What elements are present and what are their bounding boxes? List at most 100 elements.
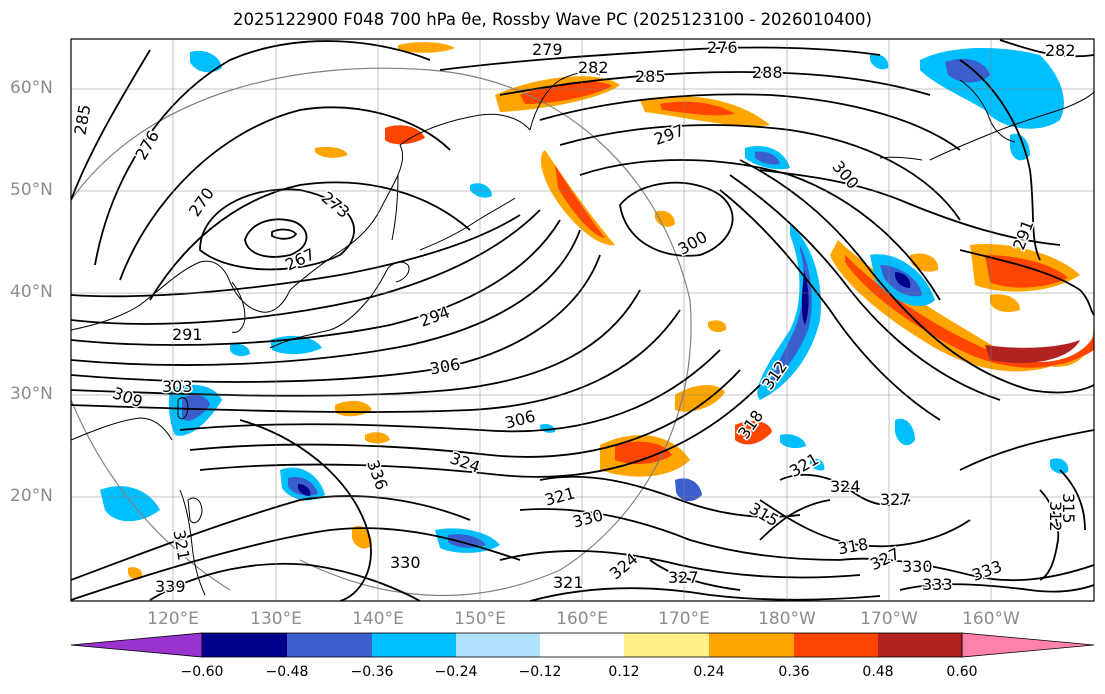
- contour-line: [439, 46, 881, 71]
- contour-line: [71, 229, 581, 366]
- shade-neg: [895, 418, 915, 446]
- shade-neg: [298, 484, 311, 496]
- shade-neg: [755, 151, 780, 165]
- shade-pos: [365, 432, 390, 444]
- shade-neg: [1050, 458, 1069, 474]
- lon-label: 170°E: [658, 609, 710, 629]
- lat-label: 60°N: [10, 78, 53, 98]
- colorbar-tick-label: 0.48: [862, 664, 894, 680]
- coastline-sakhalin: [391, 174, 399, 241]
- coastline-japan: [269, 267, 389, 349]
- contour-line: [271, 228, 298, 240]
- contour-line: [71, 209, 541, 325]
- contour-line: [959, 59, 1041, 261]
- coastline-china-south: [71, 417, 173, 441]
- contour-label: 288: [752, 63, 783, 82]
- colorbar-tick-label: 0.36: [778, 664, 810, 680]
- colorbar-extend-low: [70, 632, 203, 658]
- contour-line: [71, 254, 601, 383]
- shade-pos: [990, 294, 1020, 313]
- contour-line: [71, 219, 561, 346]
- lon-label: 160°E: [556, 609, 608, 629]
- colorbar-tick-label: −0.24: [434, 664, 478, 680]
- contour-label: 339: [155, 577, 186, 596]
- contour-line: [119, 106, 451, 281]
- shade-neg: [675, 478, 702, 502]
- contour-label: 330: [390, 553, 421, 572]
- lon-label: 140°E: [352, 609, 404, 629]
- lon-label: 180°W: [758, 609, 816, 629]
- coastline-alaska-west: [959, 79, 1016, 143]
- contour-label: 291: [172, 325, 203, 344]
- plot-frame: [70, 38, 1095, 602]
- lon-label: 150°E: [454, 609, 506, 629]
- reference-circle: [71, 67, 692, 596]
- contour-line: [729, 174, 1001, 401]
- shade-neg: [810, 458, 825, 471]
- contour-line: [529, 587, 881, 601]
- contour-line: [71, 289, 641, 397]
- coastline-alaska: [929, 91, 1094, 161]
- shade-pos: [352, 525, 372, 549]
- contour-line: [719, 189, 941, 421]
- shade-pos: [315, 146, 348, 158]
- contour-label: 327: [668, 568, 699, 587]
- contour-label: 312: [1046, 501, 1065, 532]
- shade-neg: [895, 272, 911, 288]
- shade-pos: [655, 210, 675, 227]
- colorbar-tick-label: −0.60: [180, 664, 224, 680]
- lon-label: 130°E: [250, 609, 302, 629]
- colorbar-swatch: [878, 633, 962, 657]
- shade-pos: [985, 255, 1068, 288]
- shade-neg: [190, 50, 222, 73]
- colorbar-swatch: [202, 633, 287, 657]
- lon-label: 160°W: [962, 609, 1020, 629]
- contour-line: [499, 71, 931, 96]
- colorbar-swatch: [372, 633, 456, 657]
- contour-label: 333: [922, 575, 953, 594]
- shade-neg: [780, 434, 806, 449]
- colorbar-tick-label: 0.12: [608, 664, 640, 680]
- contour-line: [199, 188, 355, 271]
- shade-pos: [398, 42, 455, 53]
- coastline-luzon: [187, 497, 203, 524]
- contour-line: [959, 429, 1094, 471]
- contour-line: [579, 159, 941, 301]
- colorbar-swatch: [709, 633, 794, 657]
- colorbar-swatch: [540, 633, 624, 657]
- contour-line: [539, 93, 961, 151]
- shade-neg: [182, 395, 210, 421]
- contour-labels: 279 276 282 288 285 282 285 276 297 270 …: [71, 39, 1080, 598]
- coastline-manchuria: [289, 144, 404, 291]
- contour-label: 324: [830, 477, 861, 496]
- contour-line: [244, 218, 308, 258]
- colorbar-frame: [201, 632, 963, 658]
- shade-pos: [735, 420, 772, 445]
- contour-line: [71, 49, 151, 201]
- contour-line: [199, 384, 761, 478]
- colorbar-tick-label: −0.12: [518, 664, 562, 680]
- contour-line: [559, 124, 961, 221]
- shade-pos: [675, 384, 725, 412]
- coastlines: [71, 71, 1094, 596]
- coastline-kurils: [419, 197, 516, 251]
- lat-label: 50°N: [10, 180, 53, 200]
- shade-pos: [615, 441, 672, 465]
- coastline-taiwan: [177, 397, 189, 420]
- contour-line: [189, 369, 741, 458]
- positive-anomaly-shading: [128, 42, 1094, 580]
- lat-label: 20°N: [10, 486, 53, 506]
- contour-line: [149, 562, 421, 601]
- contour-label: 321: [553, 573, 584, 592]
- contour-line: [1059, 469, 1086, 531]
- shade-neg: [470, 183, 492, 198]
- contour-line: [619, 181, 734, 257]
- lat-label: 40°N: [10, 282, 53, 302]
- contour-line: [759, 169, 1061, 246]
- shade-neg: [870, 54, 889, 70]
- shade-pos: [385, 125, 425, 145]
- colorbar: [70, 632, 1095, 658]
- shade-neg: [990, 60, 1023, 85]
- contour-line: [999, 39, 1094, 58]
- contour-line: [1039, 489, 1060, 581]
